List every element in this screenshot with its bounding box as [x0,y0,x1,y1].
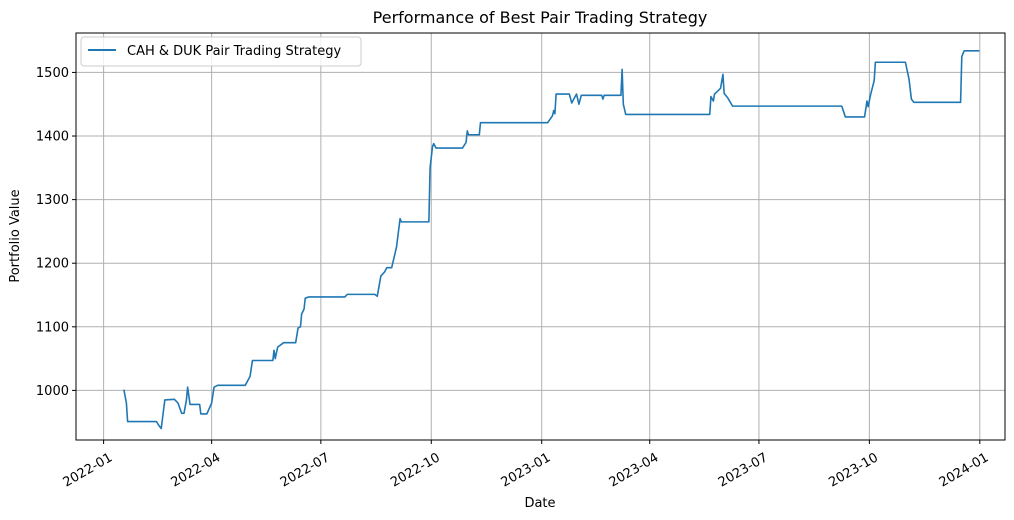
y-tick-label: 1300 [36,193,69,208]
y-axis-label: Portfolio Value [8,189,23,282]
y-axis: 1000 1100 1200 1300 1400 1500 [36,66,76,399]
plot-frame [75,32,1006,441]
legend-box [80,36,362,67]
y-tick-label: 1400 [36,130,69,145]
legend: CAH & DUK Pair Trading Strategy [80,36,362,67]
y-tick-label: 1200 [36,257,69,272]
y-tick-label: 1000 [36,384,69,399]
legend-label: CAH & DUK Pair Trading Strategy [127,44,341,59]
plot-area: 2022-01 2022-04 2022-07 2022-10 2023-01 2023-… [36,32,1006,491]
y-tick-label: 1500 [36,66,69,81]
chart-title: Performance of Best Pair Trading Strateg… [373,8,708,27]
x-axis-label: Date [524,496,555,511]
series-line [123,50,980,430]
y-tick-label: 1100 [36,320,69,335]
series-layer [123,50,980,430]
plot-area-background [76,33,1005,440]
